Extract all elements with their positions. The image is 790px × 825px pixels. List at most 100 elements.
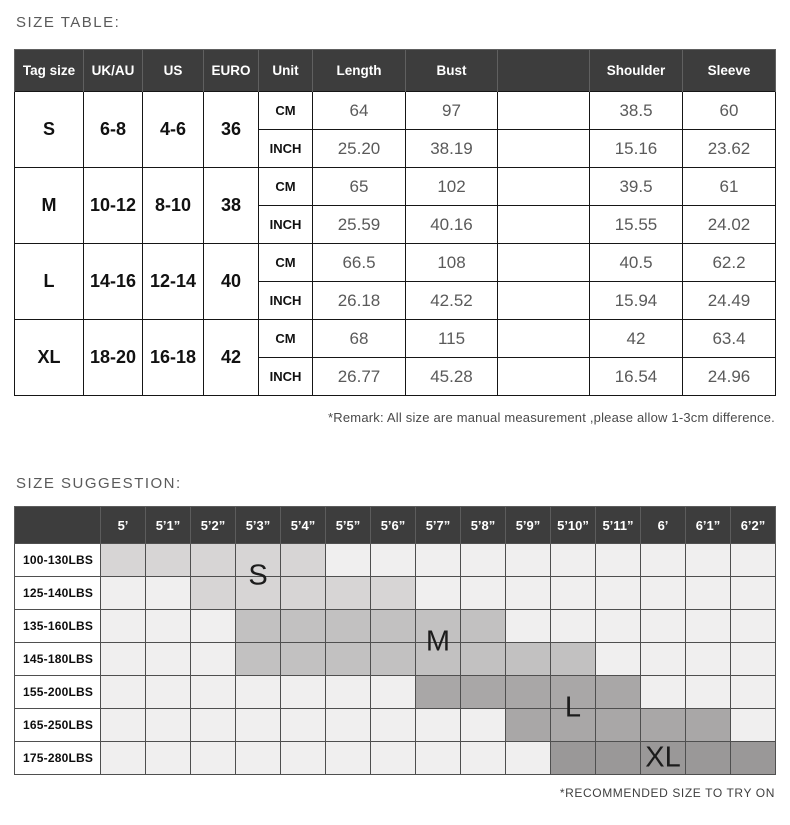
size-s-euro: 36	[203, 91, 259, 168]
size-region-cell-m	[370, 642, 416, 676]
grid-cell	[145, 609, 191, 643]
size-region-cell-s: S	[235, 543, 281, 590]
weight-label: 175-280LBS	[14, 741, 101, 775]
grid-cell	[235, 675, 281, 709]
measurement-cell: 38.5	[589, 91, 683, 130]
size-xl-us: 16-18	[142, 319, 204, 396]
height-column-header: 5’5”	[325, 506, 371, 544]
grid-cell	[100, 609, 146, 643]
size-table-column-euro: EURO	[203, 49, 259, 92]
size-region-cell-xl	[685, 741, 731, 775]
unit-label-cell: INCH	[258, 357, 313, 396]
measurement-cell: 24.02	[682, 205, 776, 244]
size-region-cell-m	[235, 609, 281, 643]
weight-label: 145-180LBS	[14, 642, 101, 676]
size-region-cell-m	[550, 642, 596, 676]
grid-cell	[325, 708, 371, 742]
grid-cell	[595, 609, 641, 643]
weight-row: 175-280LBS XL	[14, 741, 776, 775]
size-xl-uk-au: 18-20	[83, 319, 143, 396]
grid-cell	[415, 741, 461, 775]
grid-cell	[460, 741, 506, 775]
size-xl-tag: XL	[14, 319, 84, 396]
measurement-cell: 64	[312, 91, 406, 130]
size-table-column-us: US	[142, 49, 204, 92]
size-region-cell-m	[460, 642, 506, 676]
grid-cell	[460, 543, 506, 577]
size-region-cell-s	[325, 576, 371, 610]
grid-cell	[280, 675, 326, 709]
height-column-header: 5’2”	[190, 506, 236, 544]
measurement-cell: 39.5	[589, 167, 683, 206]
grid-cell	[100, 675, 146, 709]
grid-cell	[685, 576, 731, 610]
size-row-s-cm: S 6-8 4-6 36 CM 64 97 38.5 60	[14, 91, 776, 168]
height-column-header: 5’4”	[280, 506, 326, 544]
size-l-euro: 40	[203, 243, 259, 320]
grid-cell	[730, 642, 776, 676]
size-s-uk-au: 6-8	[83, 91, 143, 168]
grid-cell	[730, 708, 776, 742]
size-region-cell-m: M	[415, 609, 461, 656]
size-region-cell-l	[505, 708, 551, 742]
weight-row: 165-250LBS	[14, 708, 776, 742]
size-m-tag: M	[14, 167, 84, 244]
grid-cell	[145, 708, 191, 742]
grid-cell	[370, 543, 416, 577]
grid-cell	[505, 609, 551, 643]
size-row-m-inch: INCH 25.59 40.16 15.55 24.02	[15, 205, 776, 244]
grid-cell	[145, 741, 191, 775]
size-region-cell-m	[325, 609, 371, 643]
measurement-cell: 60	[682, 91, 776, 130]
grid-cell	[145, 576, 191, 610]
grid-cell	[235, 708, 281, 742]
grid-cell	[550, 576, 596, 610]
grid-cell	[550, 543, 596, 577]
size-table-column-sleeve: Sleeve	[682, 49, 776, 92]
size-region-cell-s	[235, 576, 281, 610]
height-column-header: 5’11”	[595, 506, 641, 544]
size-region-cell-xl: XL	[640, 741, 686, 775]
height-column-header: 5’10”	[550, 506, 596, 544]
size-m-euro: 38	[203, 167, 259, 244]
measurement-cell: 62.2	[682, 243, 776, 282]
grid-cell	[595, 543, 641, 577]
height-column-header: 5’3”	[235, 506, 281, 544]
size-region-cell-l	[505, 675, 551, 709]
height-column-header: 5’9”	[505, 506, 551, 544]
grid-cell	[190, 675, 236, 709]
size-suggestion-table: 5’ 5’1” 5’2” 5’3” 5’4” 5’5” 5’6” 5’7” 5’8” 5’9” 5’…	[14, 506, 776, 775]
size-region-cell-m	[235, 642, 281, 676]
grid-cell	[730, 543, 776, 577]
size-table: Tag size UK/AU US EURO Unit Length Bust Shoulde…	[14, 49, 776, 396]
size-table-column-length: Length	[312, 49, 406, 92]
size-s-tag: S	[14, 91, 84, 168]
weight-label: 125-140LBS	[14, 576, 101, 610]
measurement-cell: 65	[312, 167, 406, 206]
grid-cell	[505, 741, 551, 775]
size-row-s-inch: INCH 25.20 38.19 15.16 23.62	[15, 129, 776, 168]
grid-cell	[595, 642, 641, 676]
size-l-us: 12-14	[142, 243, 204, 320]
measurement-cell: 97	[405, 91, 498, 130]
weight-row: 125-140LBS	[14, 576, 776, 610]
size-table-column-unit: Unit	[258, 49, 313, 92]
size-region-cell-l: L	[550, 675, 596, 722]
grid-cell	[460, 708, 506, 742]
measurement-cell: 61	[682, 167, 776, 206]
height-column-header: 5’7”	[415, 506, 461, 544]
height-column-header: 5’1”	[145, 506, 191, 544]
measurement-cell: 63.4	[682, 319, 776, 358]
grid-cell	[730, 609, 776, 643]
unit-label-cell: CM	[258, 91, 313, 130]
measurement-cell	[497, 319, 590, 358]
height-column-header: 6’2”	[730, 506, 776, 544]
size-table-remark: *Remark: All size are manual measurement…	[328, 410, 775, 425]
grid-cell	[730, 675, 776, 709]
grid-cell	[190, 642, 236, 676]
grid-cell	[190, 741, 236, 775]
grid-cell	[685, 543, 731, 577]
grid-cell	[325, 543, 371, 577]
size-row-l-inch: INCH 26.18 42.52 15.94 24.49	[15, 281, 776, 320]
size-region-cell-l	[595, 708, 641, 742]
